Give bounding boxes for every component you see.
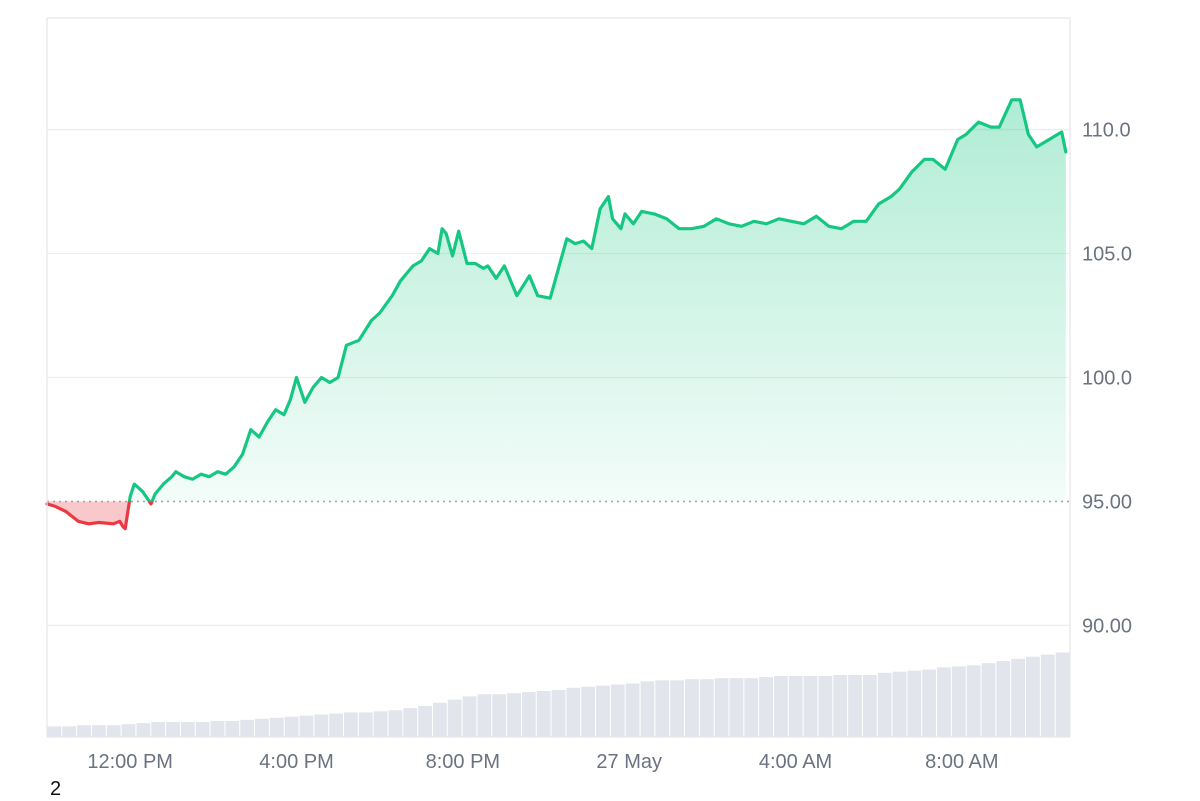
- volume-bar: [966, 665, 981, 737]
- x-tick-label: 8:00 PM: [426, 751, 500, 773]
- volume-bar: [240, 719, 255, 737]
- volume-bar: [922, 669, 937, 737]
- volume-bar: [210, 720, 225, 737]
- volume-bar: [699, 679, 714, 737]
- volume-bar: [803, 676, 818, 737]
- volume-bar: [1055, 652, 1070, 737]
- volume-bar: [996, 661, 1011, 737]
- volume-bar: [907, 670, 922, 737]
- x-tick-label: 4:00 PM: [259, 751, 333, 773]
- price-line-up: [127, 98, 1068, 502]
- volume-bar: [269, 717, 284, 737]
- volume-bar: [373, 711, 388, 737]
- volume-bar: [862, 674, 877, 737]
- volume-bars: [47, 652, 1070, 737]
- volume-bar: [106, 725, 121, 737]
- volume-bar: [314, 714, 329, 737]
- x-tick-label: 27 May: [596, 751, 662, 773]
- volume-bar: [937, 667, 951, 737]
- volume-bar: [625, 683, 640, 737]
- x-tick-label: 12:00 PM: [87, 751, 173, 773]
- volume-bar: [640, 681, 655, 737]
- volume-bar: [833, 674, 848, 737]
- volume-bar: [551, 689, 566, 737]
- x-axis-ticks: 12:00 PM 4:00 PM 8:00 PM 27 May 4:00 AM 8:00 …: [87, 751, 998, 773]
- x-tick-label: 4:00 AM: [759, 751, 832, 773]
- volume-bar: [329, 713, 344, 737]
- volume-bar: [596, 685, 610, 737]
- volume-bar: [685, 679, 699, 737]
- volume-bar: [432, 702, 447, 737]
- volume-bar: [788, 676, 803, 737]
- volume-bar: [581, 686, 596, 737]
- volume-bar: [136, 723, 151, 737]
- volume-bar: [848, 674, 862, 737]
- volume-bar: [166, 722, 180, 737]
- volume-bar: [818, 676, 833, 737]
- plot-frame: [46, 17, 1071, 738]
- y-tick-label: 100.0: [1082, 368, 1132, 390]
- y-tick-label: 105.0: [1082, 244, 1132, 266]
- volume-bar: [462, 696, 477, 737]
- y-tick-label: 90.00: [1082, 615, 1132, 637]
- x-tick-label: 8:00 AM: [925, 751, 998, 773]
- volume-bar: [892, 671, 907, 737]
- volume-bar: [47, 726, 62, 737]
- y-tick-label: 110.0: [1082, 120, 1131, 142]
- volume-bar: [284, 716, 299, 737]
- volume-bar: [507, 693, 521, 737]
- volume-bar: [951, 666, 966, 737]
- volume-bar: [1040, 654, 1055, 737]
- volume-bar: [1026, 656, 1040, 737]
- volume-bar: [521, 692, 536, 737]
- area-fill-up: [129, 99, 1066, 502]
- volume-bar: [773, 676, 788, 737]
- volume-bar: [418, 705, 432, 737]
- volume-bar: [729, 678, 744, 737]
- volume-bar: [655, 680, 670, 737]
- y-axis-ticks: 110.0 105.0 100.0 95.00 90.00: [1082, 120, 1132, 638]
- volume-bar: [77, 725, 91, 737]
- volume-bar: [91, 725, 106, 737]
- volume-bar: [759, 677, 773, 737]
- volume-bar: [714, 678, 729, 737]
- volume-bar: [180, 722, 195, 737]
- volume-bar: [477, 694, 492, 737]
- volume-bar: [744, 678, 759, 737]
- volume-bar: [566, 687, 581, 737]
- volume-bar: [344, 712, 358, 737]
- volume-bar: [403, 708, 418, 737]
- volume-bar: [255, 718, 269, 737]
- volume-bar: [358, 712, 373, 737]
- price-line: [45, 98, 1068, 531]
- volume-bar: [981, 663, 996, 737]
- volume-bar: [225, 720, 240, 737]
- volume-bar: [670, 680, 685, 737]
- volume-bar: [492, 694, 507, 737]
- volume-bar: [388, 710, 403, 737]
- volume-bar: [151, 722, 166, 737]
- volume-bar: [299, 715, 314, 737]
- volume-bar: [877, 672, 892, 737]
- volume-bar: [1011, 658, 1026, 737]
- volume-bar: [447, 699, 462, 737]
- volume-bar: [62, 726, 77, 737]
- y-tick-label: 95.00: [1082, 491, 1132, 513]
- volume-bar: [121, 724, 136, 737]
- page-number: 2: [50, 778, 62, 800]
- volume-bar: [610, 684, 625, 737]
- volume-bar: [536, 690, 551, 737]
- price-area: [47, 99, 1066, 529]
- volume-bar: [195, 722, 210, 737]
